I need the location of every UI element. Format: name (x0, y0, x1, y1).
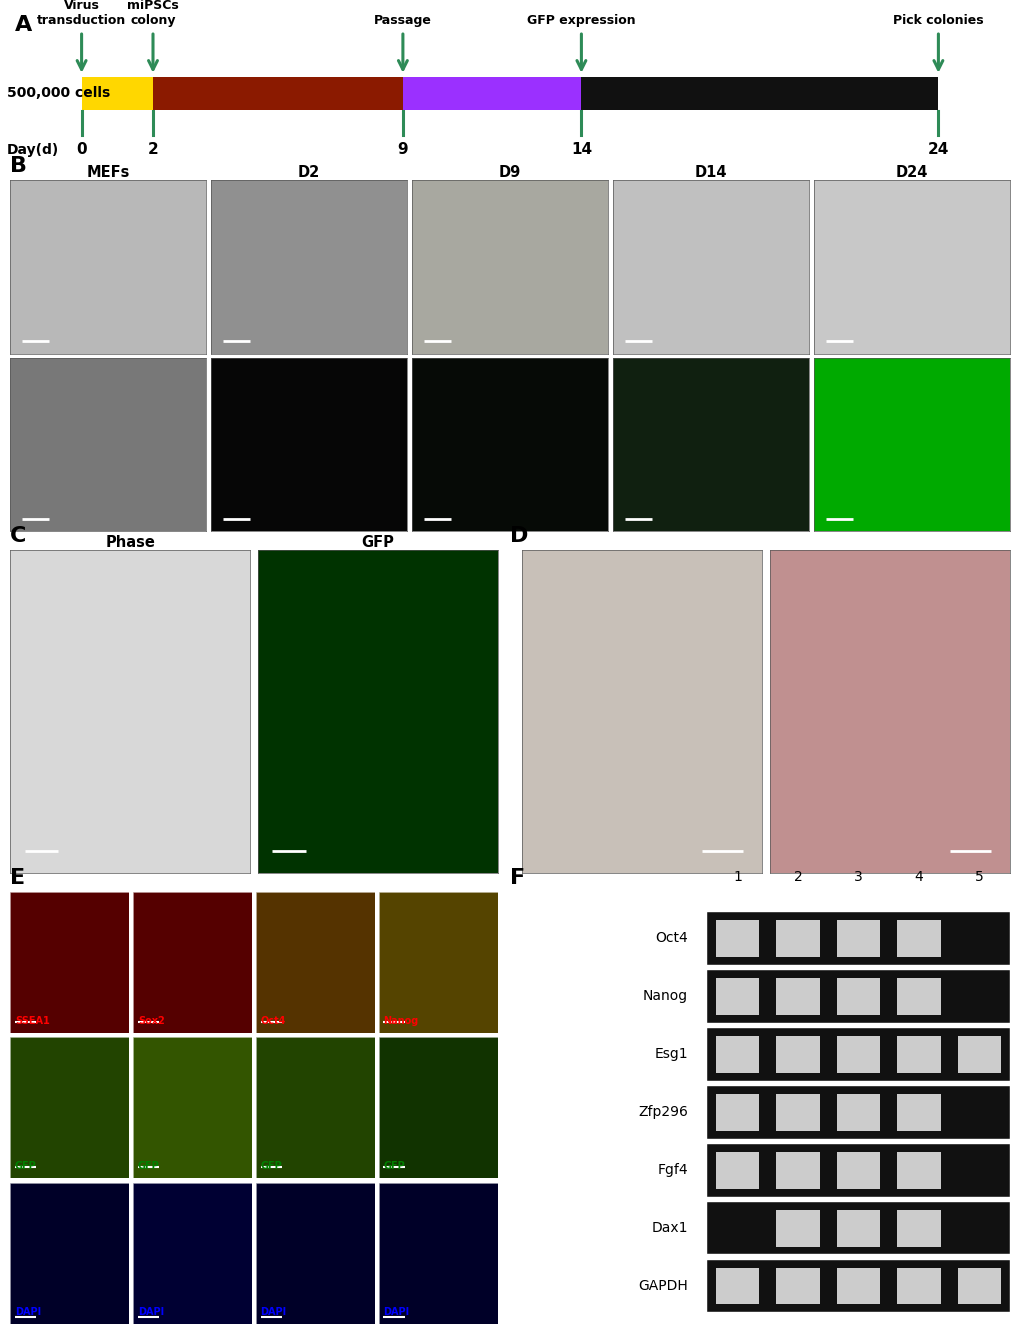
Bar (897, 1094, 940, 1131)
Text: Esg1: Esg1 (654, 1047, 687, 1062)
Text: GFP: GFP (383, 1162, 405, 1171)
Text: DAPI: DAPI (138, 1306, 164, 1317)
Text: DAPI: DAPI (260, 1306, 286, 1317)
Text: Nanog: Nanog (642, 989, 687, 1003)
Bar (707, 1086, 1009, 1139)
Bar (775, 1036, 819, 1072)
Bar (82, 78, 153, 110)
Text: GFP expression: GFP expression (527, 13, 635, 27)
Bar (715, 1151, 759, 1189)
Bar (836, 1094, 879, 1131)
Text: A: A (15, 15, 33, 35)
Bar (836, 1036, 879, 1072)
Bar (836, 1151, 879, 1189)
Text: DAPI: DAPI (15, 1306, 41, 1317)
Text: 14: 14 (571, 142, 591, 158)
Title: D9: D9 (498, 166, 521, 180)
Bar (957, 1267, 1001, 1305)
Text: Passage: Passage (374, 13, 431, 27)
Text: Oct4: Oct4 (654, 932, 687, 945)
Bar (707, 1202, 1009, 1254)
Bar (897, 1151, 940, 1189)
Text: 2: 2 (148, 142, 158, 158)
Text: Fgf4: Fgf4 (656, 1163, 687, 1177)
Bar (897, 1036, 940, 1072)
Bar (836, 1210, 879, 1246)
Text: Zfp296: Zfp296 (638, 1106, 687, 1119)
Bar (897, 1267, 940, 1305)
Text: Pick colonies: Pick colonies (893, 13, 982, 27)
Text: 0: 0 (76, 142, 87, 158)
Bar (775, 920, 819, 957)
Bar (775, 1210, 819, 1246)
Text: Dax1: Dax1 (651, 1221, 687, 1235)
Bar (707, 912, 1009, 965)
Bar (707, 1143, 1009, 1197)
Bar (836, 1267, 879, 1305)
Bar (897, 1210, 940, 1246)
Title: MEFs: MEFs (87, 166, 129, 180)
Text: B: B (10, 156, 28, 176)
Title: D24: D24 (895, 166, 927, 180)
Text: 9: 9 (397, 142, 408, 158)
Text: D: D (510, 525, 528, 545)
Text: Day(d): Day(d) (6, 143, 59, 156)
Bar (897, 977, 940, 1015)
Text: GAPDH: GAPDH (638, 1280, 687, 1293)
Text: Oct4: Oct4 (260, 1016, 285, 1025)
Bar (775, 977, 819, 1015)
Title: D14: D14 (694, 166, 727, 180)
Bar (715, 920, 759, 957)
Text: Virus
transduction: Virus transduction (37, 0, 126, 27)
Text: 1: 1 (733, 869, 742, 884)
Bar (715, 1267, 759, 1305)
Bar (707, 969, 1009, 1023)
Text: miPSCs
colony: miPSCs colony (127, 0, 178, 27)
Text: 5: 5 (974, 869, 983, 884)
Text: Nanog: Nanog (383, 1016, 418, 1025)
Bar (707, 1259, 1009, 1313)
Text: 2: 2 (793, 869, 802, 884)
Bar (581, 78, 937, 110)
Text: Sox2: Sox2 (138, 1016, 164, 1025)
Text: E: E (10, 868, 25, 888)
Text: 24: 24 (927, 142, 948, 158)
Bar (836, 920, 879, 957)
Text: 3: 3 (854, 869, 862, 884)
Bar (897, 920, 940, 957)
Title: GFP: GFP (361, 535, 393, 550)
Bar (775, 1151, 819, 1189)
Bar (957, 1036, 1001, 1072)
Text: GFP: GFP (15, 1162, 37, 1171)
Text: C: C (10, 525, 26, 545)
Bar (403, 78, 581, 110)
Bar (153, 78, 403, 110)
Bar (715, 1094, 759, 1131)
Text: SSEA1: SSEA1 (15, 1016, 50, 1025)
Title: Phase: Phase (105, 535, 155, 550)
Title: D2: D2 (298, 166, 320, 180)
Bar (836, 977, 879, 1015)
Bar (707, 1028, 1009, 1080)
Text: 500,000 cells: 500,000 cells (6, 87, 110, 100)
Text: F: F (510, 868, 525, 888)
Text: GFP: GFP (260, 1162, 282, 1171)
Bar (775, 1094, 819, 1131)
Bar (715, 977, 759, 1015)
Text: DAPI: DAPI (383, 1306, 409, 1317)
Bar (775, 1267, 819, 1305)
Bar (715, 1036, 759, 1072)
Text: GFP: GFP (138, 1162, 159, 1171)
Text: 4: 4 (914, 869, 922, 884)
